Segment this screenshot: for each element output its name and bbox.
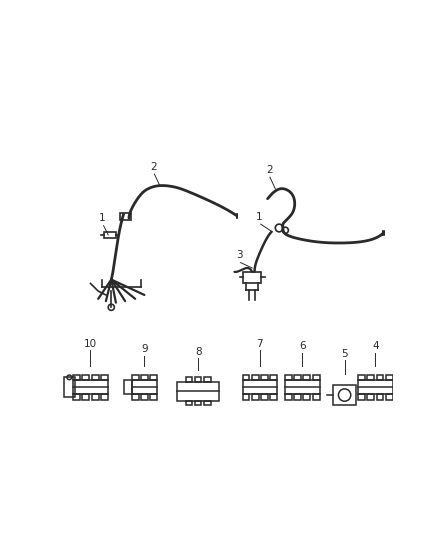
Bar: [386, 394, 393, 400]
Bar: [285, 381, 320, 394]
Text: 1: 1: [256, 212, 262, 222]
Bar: [270, 375, 277, 381]
Bar: [252, 394, 259, 400]
Bar: [73, 394, 80, 400]
Bar: [92, 375, 99, 381]
Bar: [243, 381, 277, 394]
Bar: [73, 375, 80, 381]
Text: 6: 6: [299, 341, 306, 351]
Bar: [103, 232, 116, 238]
Bar: [132, 394, 138, 400]
Text: 9: 9: [141, 344, 148, 354]
Bar: [82, 394, 89, 400]
Bar: [333, 385, 356, 405]
Bar: [313, 375, 320, 381]
Bar: [186, 401, 192, 406]
Bar: [141, 394, 148, 400]
Bar: [243, 394, 250, 400]
Bar: [195, 401, 201, 406]
Bar: [101, 394, 108, 400]
Bar: [124, 381, 132, 394]
Bar: [386, 375, 393, 381]
Text: 1: 1: [99, 213, 106, 223]
Bar: [141, 375, 148, 381]
Bar: [205, 377, 211, 382]
Bar: [177, 382, 219, 401]
Bar: [73, 381, 108, 394]
Bar: [150, 375, 157, 381]
Bar: [377, 375, 384, 381]
Bar: [358, 394, 365, 400]
Bar: [285, 375, 292, 381]
Bar: [377, 394, 384, 400]
Bar: [313, 394, 320, 400]
Text: 5: 5: [341, 349, 348, 359]
Text: 8: 8: [195, 346, 201, 357]
Bar: [304, 375, 311, 381]
Text: 7: 7: [257, 339, 263, 349]
Bar: [261, 375, 268, 381]
Bar: [92, 394, 99, 400]
Bar: [261, 394, 268, 400]
Text: 3: 3: [236, 251, 242, 260]
Bar: [205, 401, 211, 406]
Bar: [294, 394, 301, 400]
Bar: [252, 375, 259, 381]
Bar: [82, 375, 89, 381]
Bar: [285, 394, 292, 400]
Text: 2: 2: [150, 161, 157, 172]
Bar: [64, 377, 75, 398]
Bar: [150, 394, 157, 400]
Bar: [132, 375, 138, 381]
Bar: [367, 375, 374, 381]
Bar: [186, 377, 192, 382]
Text: 4: 4: [372, 341, 379, 351]
Bar: [294, 375, 301, 381]
Bar: [120, 213, 131, 220]
Bar: [270, 394, 277, 400]
Bar: [195, 377, 201, 382]
Bar: [304, 394, 311, 400]
Bar: [132, 381, 157, 394]
Bar: [358, 375, 365, 381]
Bar: [367, 394, 374, 400]
Text: 2: 2: [266, 165, 272, 175]
Text: 10: 10: [84, 339, 97, 349]
Bar: [243, 272, 261, 282]
Bar: [243, 375, 250, 381]
Bar: [101, 375, 108, 381]
Bar: [358, 381, 393, 394]
